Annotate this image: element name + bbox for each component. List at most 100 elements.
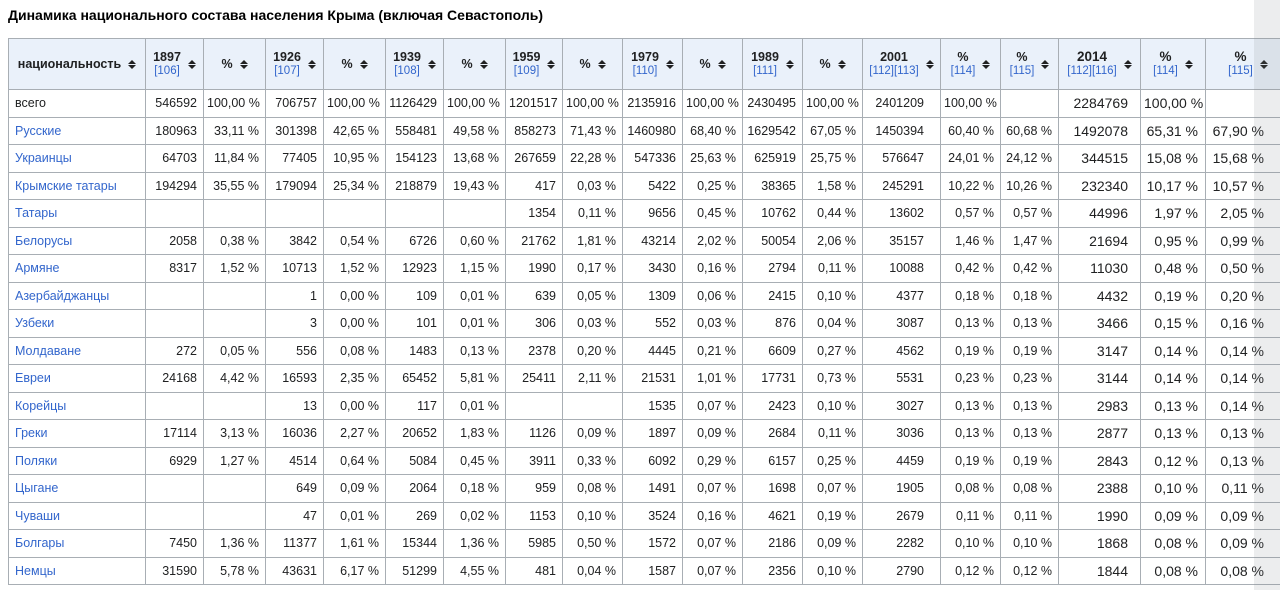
value-cell-y1897: 180963 [145, 116, 204, 145]
ethnicity-link[interactable]: Русские [15, 123, 62, 138]
value-cell-y2014: 2983 [1058, 391, 1141, 420]
column-header-pct2014b[interactable]: % [115] [1205, 38, 1280, 90]
column-header-y1959[interactable]: 1959 [109] [505, 38, 563, 90]
value-cell-pct1926 [323, 199, 386, 228]
reference-link-pct2001b[interactable]: [115] [1009, 65, 1035, 77]
value-cell-pct1989: 0,07 % [802, 474, 863, 503]
value-cell-y1939: 154123 [385, 144, 444, 173]
value-cell-pct1926: 6,17 % [323, 556, 386, 585]
sort-icon [925, 59, 934, 69]
column-header-y1897[interactable]: 1897 [106] [145, 38, 204, 90]
value-cell-pct2014b: 0,09 % [1205, 501, 1280, 530]
value-cell-pct1979: 0,16 % [682, 501, 743, 530]
value-cell-y1989: 625919 [742, 144, 803, 173]
reference-link-y2014[interactable]: [112][116] [1067, 65, 1117, 77]
value-cell-pct1926: 0,00 % [323, 309, 386, 338]
reference-link-y1979[interactable]: [110] [632, 65, 658, 77]
table-row: Цыгане 649 0,09 % 2064 0,18 % 959 0,08 % 1491 0,… [8, 474, 1280, 503]
value-cell-pct2001a: 0,13 % [940, 309, 1001, 338]
value-cell-pct1959: 0,05 % [562, 281, 623, 310]
ethnicity-link[interactable]: Болгары [15, 536, 65, 551]
value-cell-pct1989: 67,05 % [802, 116, 863, 145]
column-header-pct2001b[interactable]: % [115] [1000, 38, 1059, 90]
nationality-cell: Татары [8, 199, 146, 228]
ethnicity-link[interactable]: Цыгане [15, 481, 59, 496]
value-cell-pct2001b: 0,12 % [1000, 556, 1059, 585]
column-header-pct1989[interactable]: % [802, 38, 863, 90]
column-header-y1926[interactable]: 1926 [107] [265, 38, 324, 90]
column-header-pct2014a[interactable]: % [114] [1140, 38, 1206, 90]
reference-link-y1926[interactable]: [107] [274, 65, 300, 77]
ethnicity-link[interactable]: Армяне [15, 261, 60, 276]
value-cell-pct1979: 0,07 % [682, 529, 743, 558]
value-cell-pct1959: 71,43 % [562, 116, 623, 145]
column-label-pct1939: % [461, 57, 473, 71]
reference-link-pct2014b[interactable]: [115] [1228, 65, 1253, 77]
column-header-pct2001a[interactable]: % [114] [940, 38, 1001, 90]
column-label-pct2014a: % [1159, 49, 1172, 64]
reference-link-y1959[interactable]: [109] [513, 65, 540, 77]
value-cell-pct2014a: 0,14 % [1140, 364, 1206, 393]
value-cell-pct1959: 0,33 % [562, 446, 623, 475]
reference-link-y1989[interactable]: [111] [753, 65, 777, 77]
column-header-pct1926[interactable]: % [323, 38, 386, 90]
value-cell-pct1989: 0,10 % [802, 556, 863, 585]
ethnicity-link[interactable]: Поляки [15, 453, 58, 468]
value-cell-pct2014a: 0,48 % [1140, 254, 1206, 283]
column-header-pct1897[interactable]: % [203, 38, 266, 90]
value-cell-y1926: 1 [265, 281, 324, 310]
value-cell-pct1939: 0,01 % [443, 281, 506, 310]
ethnicity-link[interactable]: Корейцы [15, 398, 67, 413]
value-cell-y1897: 17114 [145, 419, 204, 448]
value-cell-pct1926: 1,61 % [323, 529, 386, 558]
column-label-y1939: 1939 [393, 50, 421, 64]
value-cell-y1926 [265, 199, 324, 228]
value-cell-y1989: 876 [742, 309, 803, 338]
ethnicity-link[interactable]: Украинцы [15, 151, 72, 166]
page-title: Динамика национального состава населения… [8, 7, 543, 23]
reference-link-pct2014a[interactable]: [114] [1153, 65, 1178, 77]
ethnicity-link[interactable]: Татары [15, 206, 58, 221]
ethnicity-link[interactable]: Чуваши [15, 508, 61, 523]
ethnicity-link[interactable]: Молдаване [15, 343, 82, 358]
value-cell-pct1939: 0,02 % [443, 501, 506, 530]
value-cell-pct1989: 0,11 % [802, 419, 863, 448]
column-header-y1989[interactable]: 1989 [111] [742, 38, 803, 90]
value-cell-y1897 [145, 474, 204, 503]
value-cell-pct2001a: 0,42 % [940, 254, 1001, 283]
value-cell-pct2001a: 0,19 % [940, 336, 1001, 365]
column-header-y1979[interactable]: 1979 [110] [622, 38, 683, 90]
reference-link-y2001[interactable]: [112][113] [869, 65, 919, 77]
reference-link-pct2001a[interactable]: [114] [950, 65, 976, 77]
value-cell-pct2014b: 10,57 % [1205, 171, 1280, 200]
column-header-nationality[interactable]: национальность [8, 38, 146, 90]
ethnicity-link[interactable]: Греки [15, 426, 48, 441]
value-cell-y1979: 43214 [622, 226, 683, 255]
reference-link-y1897[interactable]: [106] [154, 65, 180, 77]
column-header-y2014[interactable]: 2014 [112][116] [1058, 38, 1141, 90]
value-cell-pct2014a: 100,00 % [1140, 89, 1206, 118]
value-cell-pct1939: 0,01 % [443, 391, 506, 420]
column-header-pct1979[interactable]: % [682, 38, 743, 90]
ethnicity-link[interactable]: Азербайджанцы [15, 288, 110, 303]
column-header-pct1959[interactable]: % [562, 38, 623, 90]
ethnicity-link[interactable]: Белорусы [15, 233, 73, 248]
value-cell-pct1926: 2,27 % [323, 419, 386, 448]
column-header-y2001[interactable]: 2001 [112][113] [862, 38, 941, 90]
value-cell-pct2001a: 0,18 % [940, 281, 1001, 310]
value-cell-y2014: 21694 [1058, 226, 1141, 255]
value-cell-y1979: 4445 [622, 336, 683, 365]
ethnicity-link[interactable]: Евреи [15, 371, 51, 386]
reference-link-y1939[interactable]: [108] [394, 65, 420, 77]
value-cell-y2014: 2877 [1058, 419, 1141, 448]
ethnicity-link[interactable]: Немцы [15, 563, 56, 578]
column-header-pct1939[interactable]: % [443, 38, 506, 90]
value-cell-pct2014b: 0,99 % [1205, 226, 1280, 255]
ethnicity-link[interactable]: Крымские татары [15, 178, 117, 193]
value-cell-pct1939: 1,15 % [443, 254, 506, 283]
ethnicity-link[interactable]: Узбеки [15, 316, 55, 331]
value-cell-y1897: 272 [145, 336, 204, 365]
value-cell-y1959: 2378 [505, 336, 563, 365]
column-header-y1939[interactable]: 1939 [108] [385, 38, 444, 90]
